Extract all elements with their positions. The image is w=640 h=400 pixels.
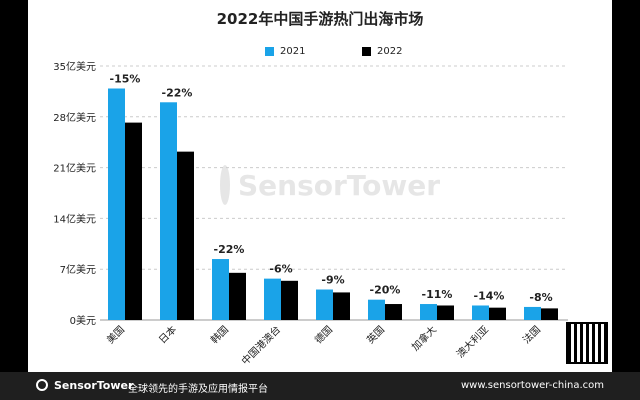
qr-code-icon — [566, 322, 608, 364]
sensortower-logo-icon — [36, 379, 48, 391]
change-label: -9% — [321, 274, 344, 287]
change-label: -15% — [110, 72, 141, 85]
y-tick-label: 21亿美元 — [53, 162, 96, 175]
x-tick-label: 德国 — [312, 323, 335, 346]
x-tick-label: 韩国 — [208, 323, 231, 346]
bar-2021 — [472, 305, 489, 320]
legend-item-2021: 2021 — [265, 46, 305, 57]
bar-2022 — [281, 280, 298, 320]
change-label: -6% — [269, 263, 292, 276]
watermark: SensorTower — [220, 160, 440, 210]
bar-2021 — [212, 259, 229, 320]
bar-2021 — [108, 88, 125, 320]
legend-swatch-2021 — [265, 47, 274, 56]
footer-brand: SensorTower — [54, 379, 134, 392]
bar-2022 — [177, 151, 194, 320]
legend: 2021 2022 — [0, 46, 640, 62]
change-label: -14% — [474, 289, 505, 302]
y-tick-label: 0美元 — [70, 314, 96, 327]
bar-2022 — [437, 305, 454, 320]
y-tick-label: 28亿美元 — [53, 111, 96, 124]
footer-tagline: 全球领先的手游及应用情报平台 — [128, 384, 268, 395]
change-label: -22% — [162, 86, 193, 99]
legend-label-2021: 2021 — [280, 46, 306, 57]
bar-2022 — [229, 272, 246, 320]
x-tick-label: 澳大利亚 — [454, 323, 491, 360]
x-tick-label: 英国 — [364, 323, 387, 346]
legend-swatch-2022 — [362, 47, 371, 56]
legend-item-2022: 2022 — [362, 46, 402, 57]
bar-2022 — [385, 304, 402, 320]
change-label: -22% — [214, 243, 245, 256]
change-label: -20% — [370, 284, 401, 297]
left-border — [0, 0, 28, 400]
y-tick-label: 7亿美元 — [60, 263, 96, 276]
x-tick-label: 日本 — [156, 323, 179, 346]
change-label: -8% — [529, 291, 552, 304]
y-tick-label: 14亿美元 — [53, 212, 96, 225]
x-tick-label: 法国 — [520, 323, 543, 346]
bar-2021 — [316, 289, 333, 320]
bar-2021 — [368, 299, 385, 320]
x-tick-label: 加拿大 — [409, 323, 439, 353]
bar-2021 — [420, 304, 437, 320]
change-label: -11% — [422, 288, 453, 301]
footer-url[interactable]: www.sensortower-china.com — [460, 380, 604, 391]
bar-2022 — [541, 308, 558, 320]
bar-2021 — [264, 278, 281, 320]
bar-2021 — [524, 306, 541, 320]
watermark-text: SensorTower — [238, 168, 441, 202]
bar-2022 — [125, 122, 142, 320]
x-tick-label: 美国 — [104, 323, 127, 346]
chart-title: 2022年中国手游热门出海市场 — [216, 10, 424, 28]
y-tick-label: 35亿美元 — [53, 60, 96, 73]
legend-label-2022: 2022 — [377, 46, 403, 57]
bar-2022 — [489, 307, 506, 320]
right-border — [612, 0, 640, 400]
bar-2022 — [333, 292, 350, 320]
x-tick-label: 中国港澳台 — [239, 323, 284, 368]
bar-2021 — [160, 102, 177, 321]
footer: SensorTower 全球领先的手游及应用情报平台 www.sensortow… — [0, 372, 640, 400]
watermark-logo-icon — [220, 165, 230, 205]
